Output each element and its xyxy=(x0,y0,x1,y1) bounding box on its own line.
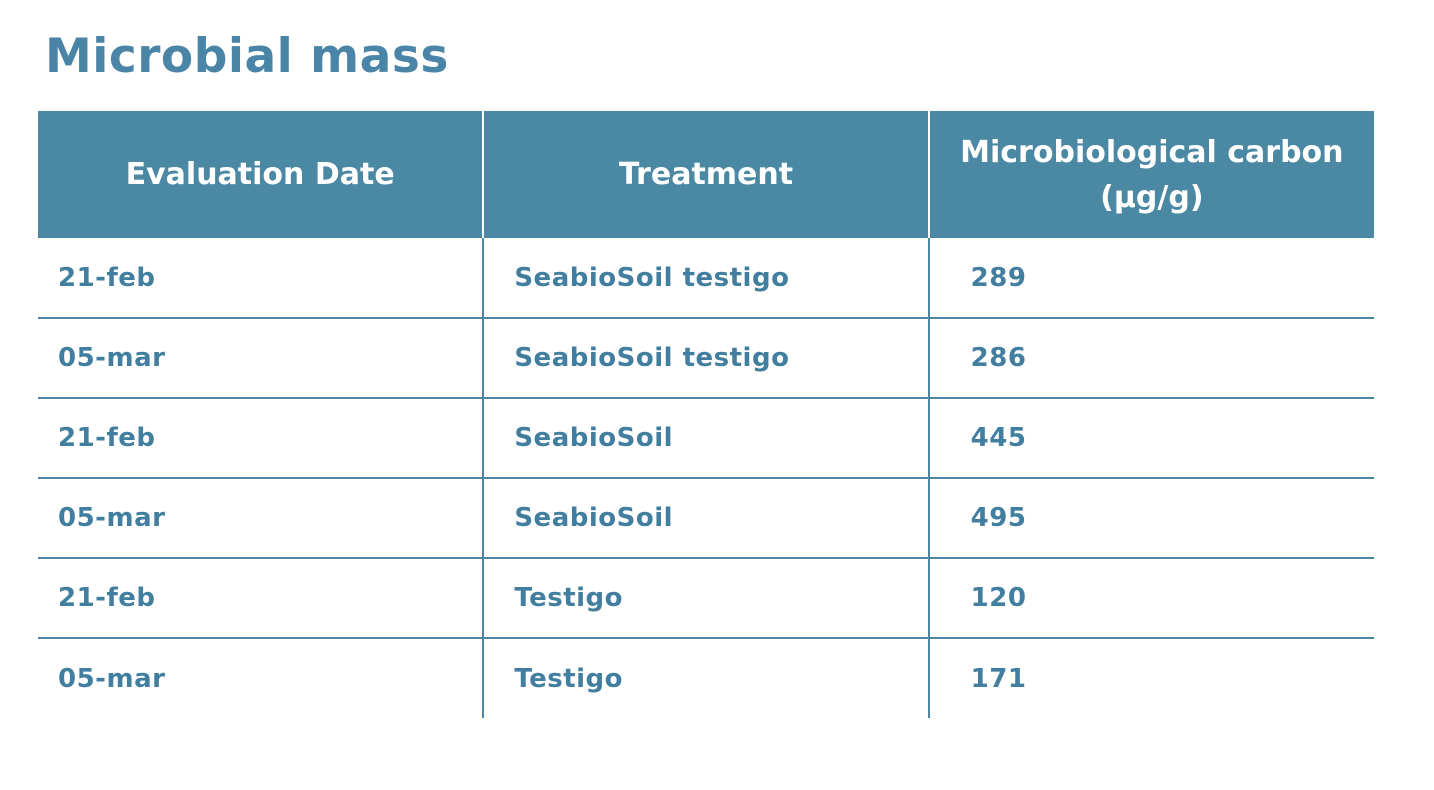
page-title: Microbial mass xyxy=(45,29,449,84)
treatment-cell: Testigo xyxy=(482,638,929,719)
table-row: 21-feb SeabioSoil testigo 289 xyxy=(38,238,1374,320)
table-row: 21-feb Testigo 120 xyxy=(38,558,1374,640)
treatment-cell: SeabioSoil testigo xyxy=(482,238,929,320)
header-row: Evaluation Date Treatment Microbiologica… xyxy=(38,111,1374,239)
table-row: 05-mar Testigo 171 xyxy=(38,638,1374,719)
evaluation-date-cell: 05-mar xyxy=(38,318,484,400)
carbon-value-cell: 445 xyxy=(927,398,1374,480)
treatment-cell: SeabioSoil xyxy=(482,478,929,560)
carbon-value-cell: 495 xyxy=(927,478,1374,560)
carbon-value-cell: 120 xyxy=(927,558,1374,640)
table-header: Evaluation Date Treatment Microbiologica… xyxy=(38,111,1374,239)
microbial-mass-table: Evaluation Date Treatment Microbiologica… xyxy=(38,111,1374,719)
treatment-cell: SeabioSoil xyxy=(482,398,929,480)
table-row: 21-feb SeabioSoil 445 xyxy=(38,398,1374,480)
carbon-value-cell: 171 xyxy=(927,638,1374,719)
treatment-cell: Testigo xyxy=(482,558,929,640)
treatment-cell: SeabioSoil testigo xyxy=(482,318,929,400)
carbon-value-cell: 286 xyxy=(927,318,1374,400)
column-header-treatment: Treatment xyxy=(482,111,929,239)
table-body: 21-feb SeabioSoil testigo 289 05-mar Sea… xyxy=(38,238,1374,719)
evaluation-date-cell: 05-mar xyxy=(38,638,484,719)
evaluation-date-cell: 21-feb xyxy=(38,558,484,640)
evaluation-date-cell: 21-feb xyxy=(38,398,484,480)
page: Microbial mass Evaluation Date Treatment… xyxy=(0,29,1434,719)
column-header-evaluation-date: Evaluation Date xyxy=(38,111,484,239)
evaluation-date-cell: 05-mar xyxy=(38,478,484,560)
evaluation-date-cell: 21-feb xyxy=(38,238,484,320)
table-row: 05-mar SeabioSoil 495 xyxy=(38,478,1374,560)
column-header-microbiological-carbon: Microbiological carbon (µg/g) xyxy=(927,111,1374,239)
carbon-value-cell: 289 xyxy=(927,238,1374,320)
table-row: 05-mar SeabioSoil testigo 286 xyxy=(38,318,1374,400)
